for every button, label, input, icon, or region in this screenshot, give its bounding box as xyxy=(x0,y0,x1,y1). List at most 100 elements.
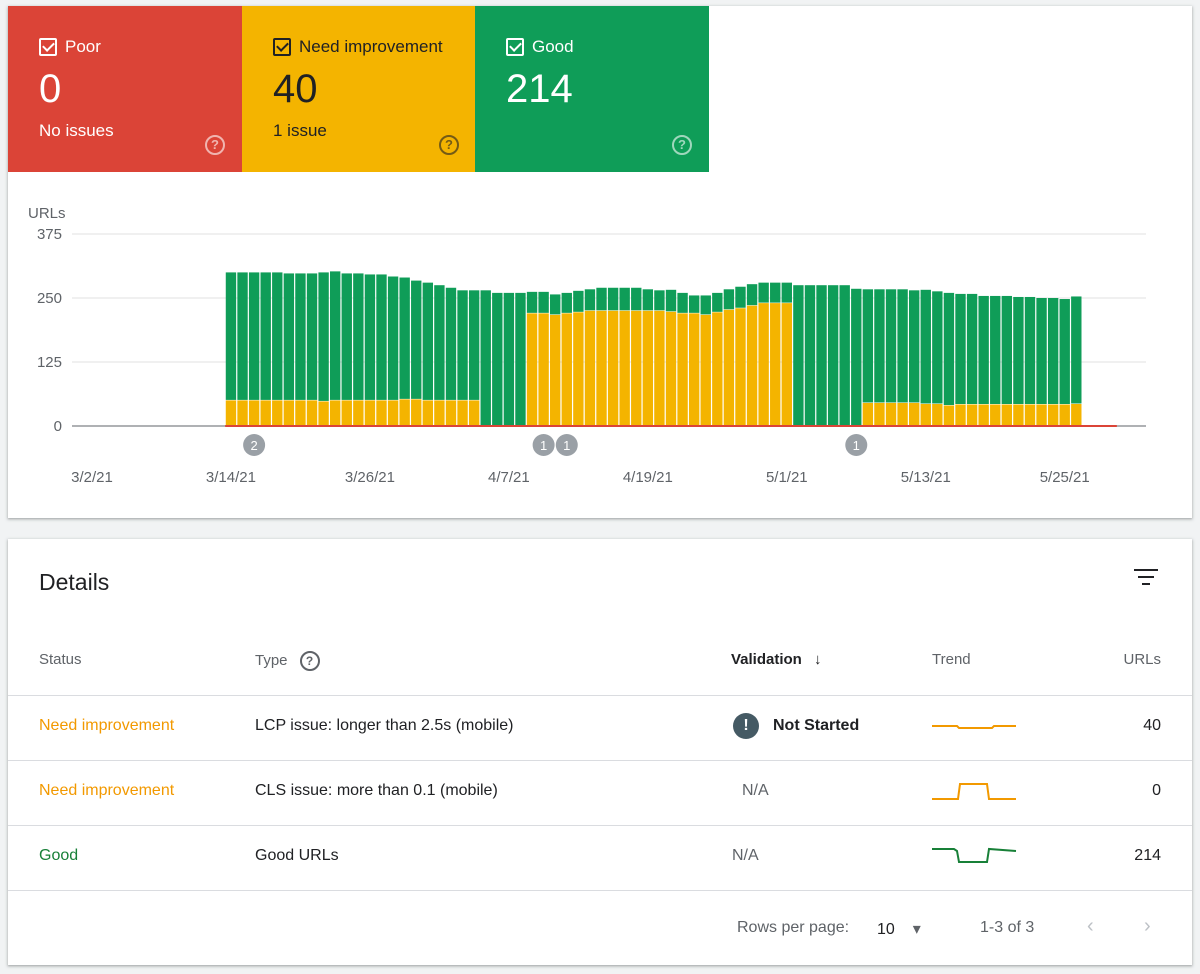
bar-good xyxy=(816,285,827,426)
x-tick-label: 4/7/21 xyxy=(488,469,530,486)
bar-need-improvement xyxy=(619,310,630,426)
row-urls: 40 xyxy=(1143,717,1161,734)
bar-need-improvement xyxy=(237,400,248,426)
bar-good xyxy=(492,292,503,426)
bar-good xyxy=(827,285,839,426)
y-tick-label: 375 xyxy=(37,226,62,243)
table-row[interactable]: Good Good URLs N/A 214 xyxy=(8,826,1192,891)
filter-icon[interactable] xyxy=(1134,569,1158,589)
bar-need-improvement xyxy=(665,311,677,426)
rows-per-page-value: 10 xyxy=(877,921,895,938)
row-type: LCP issue: longer than 2.5s (mobile) xyxy=(255,717,514,734)
bar-need-improvement xyxy=(735,308,746,426)
bar-good xyxy=(1059,299,1070,404)
help-icon[interactable]: ? xyxy=(672,135,692,155)
bar-need-improvement xyxy=(920,403,931,426)
bar-need-improvement xyxy=(434,400,445,426)
row-type: Good URLs xyxy=(255,847,339,864)
header-type[interactable]: Type? xyxy=(255,651,320,671)
help-icon[interactable]: ? xyxy=(299,651,320,671)
bar-good xyxy=(1001,295,1013,404)
checkbox-icon[interactable] xyxy=(39,38,57,56)
bar-good xyxy=(515,292,526,426)
divider xyxy=(8,760,1192,761)
bar-good xyxy=(897,289,908,403)
annotation-label: 2 xyxy=(251,438,258,453)
checkbox-icon[interactable] xyxy=(506,38,524,56)
checkbox-icon[interactable] xyxy=(273,38,291,56)
help-icon[interactable]: ? xyxy=(205,135,225,155)
bar-need-improvement xyxy=(607,310,619,426)
bar-good xyxy=(353,273,364,400)
bar-need-improvement xyxy=(422,400,434,426)
bar-need-improvement xyxy=(631,310,642,426)
bar-need-improvement xyxy=(445,400,457,426)
bar-good xyxy=(990,295,1001,404)
summary-good[interactable]: Good 214 ? xyxy=(475,6,709,172)
bar-good xyxy=(1024,296,1036,404)
bar-need-improvement xyxy=(1024,404,1036,426)
summary-count: 0 xyxy=(39,67,62,111)
bar-need-improvement xyxy=(399,399,410,426)
bar-good xyxy=(225,272,237,400)
header-status[interactable]: Status xyxy=(39,651,82,668)
bar-need-improvement xyxy=(295,400,306,426)
bar-need-improvement xyxy=(746,305,758,426)
header-validation[interactable]: Validation ↓ xyxy=(731,651,822,668)
trend-sparkline xyxy=(932,783,1016,800)
prev-page-icon[interactable]: ‹ xyxy=(1087,915,1094,937)
bar-need-improvement xyxy=(955,404,966,426)
bar-good xyxy=(955,293,966,404)
bar-good xyxy=(631,287,642,311)
bar-need-improvement xyxy=(561,313,572,426)
bar-need-improvement xyxy=(874,402,885,426)
header-urls[interactable]: URLs xyxy=(1123,651,1161,668)
row-validation: N/A xyxy=(732,847,759,864)
annotation-label: 1 xyxy=(853,438,860,453)
help-icon[interactable]: ? xyxy=(439,135,459,155)
table-row[interactable]: Need improvement CLS issue: more than 0.1… xyxy=(8,761,1192,826)
row-validation: N/A xyxy=(742,782,769,799)
bar-good xyxy=(341,273,352,400)
annotation-marker xyxy=(845,434,868,456)
bar-need-improvement xyxy=(457,400,468,426)
details-title: Details xyxy=(39,569,110,595)
bar-good xyxy=(272,272,283,400)
bar-need-improvement xyxy=(966,404,978,426)
bar-good xyxy=(445,287,457,400)
y-tick-label: 0 xyxy=(54,418,62,435)
bar-need-improvement xyxy=(248,400,260,426)
trend-sparkline xyxy=(932,847,1017,863)
bar-good xyxy=(723,289,735,310)
annotation-label: 1 xyxy=(563,438,570,453)
bar-good xyxy=(607,287,619,311)
bar-good xyxy=(480,290,491,426)
summary-poor[interactable]: Poor 0 No issues ? xyxy=(8,6,242,172)
next-page-icon[interactable]: › xyxy=(1144,915,1151,937)
row-validation: ! Not Started xyxy=(733,713,859,739)
bar-good xyxy=(677,292,688,313)
summary-count: 214 xyxy=(506,67,573,111)
bar-need-improvement xyxy=(573,312,584,426)
bar-good xyxy=(399,277,410,399)
bar-good xyxy=(237,272,248,400)
bar-need-improvement xyxy=(376,400,387,426)
rows-per-page-select[interactable]: 10 ▾ xyxy=(877,919,921,939)
bar-good xyxy=(932,291,943,404)
bar-good xyxy=(283,273,295,400)
trend-sparkline xyxy=(932,725,1016,729)
bar-good xyxy=(735,286,746,308)
bar-need-improvement xyxy=(318,401,329,426)
bar-need-improvement xyxy=(225,400,237,426)
bar-good xyxy=(642,289,654,311)
summary-need-improvement[interactable]: Need improvement 40 1 issue ? xyxy=(242,6,476,172)
bar-good xyxy=(457,290,468,400)
bar-good xyxy=(1036,298,1047,404)
bar-good xyxy=(411,280,422,399)
x-tick-label: 3/2/21 xyxy=(71,469,113,486)
y-axis-label: URLs xyxy=(28,205,66,222)
bar-need-improvement xyxy=(1013,404,1024,426)
y-tick-label: 125 xyxy=(37,354,62,371)
table-row[interactable]: Need improvement LCP issue: longer than 2… xyxy=(8,696,1192,761)
bar-good xyxy=(874,289,885,403)
